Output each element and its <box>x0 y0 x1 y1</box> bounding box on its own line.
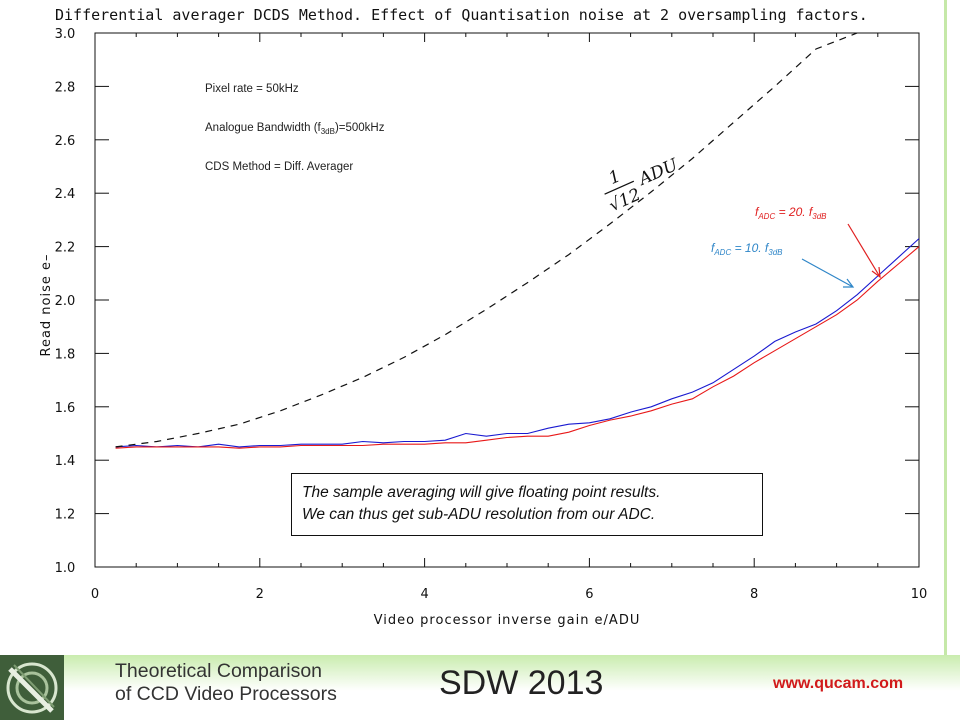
note-line-1: The sample averaging will give floating … <box>302 484 661 501</box>
x-tick-label: 4 <box>420 587 428 602</box>
formula-numerator: 1 <box>606 166 624 189</box>
axis-ticks <box>94 32 920 568</box>
x-tick-label: 0 <box>91 587 99 602</box>
label-adc-20: fADC = 20. f3dB <box>755 205 827 221</box>
y-tick-label: 2.2 <box>55 241 76 256</box>
formula-unit: ADU <box>634 155 681 191</box>
series-line-2 <box>115 32 858 448</box>
footer-title-line-1: Theoretical Comparison <box>115 660 323 682</box>
fraction-bar <box>604 180 635 195</box>
y-tick-label: 2.4 <box>55 187 76 202</box>
footer-bar: Theoretical Comparison of CCD Video Proc… <box>0 655 960 720</box>
read-noise-chart: Differential averager DCDS Method. Effec… <box>39 6 928 628</box>
footer-title: Theoretical Comparison of CCD Video Proc… <box>115 660 337 706</box>
series-lines <box>115 32 920 449</box>
x-tick-label: 6 <box>585 587 593 602</box>
y-tick-label: 1.4 <box>55 454 76 469</box>
y-tick-label: 1.2 <box>55 508 76 523</box>
y-tick-label: 3.0 <box>55 27 76 42</box>
bandwidth-annotation: Analogue Bandwidth (f3dB)=500kHz <box>205 122 385 136</box>
x-tick-label: 10 <box>911 587 928 602</box>
y-tick-label: 2.6 <box>55 134 76 149</box>
axis-tick-labels: 0 2 4 6 8 10 1.0 1.2 1.4 1.6 1.8 2.0 2.2 2.4 2.6 2.8 3.0 <box>55 27 928 602</box>
arrowhead-adc-20 <box>871 266 881 279</box>
y-tick-label: 2.8 <box>55 80 76 95</box>
note-box: The sample averaging will give floating … <box>291 473 763 536</box>
footer-event: SDW 2013 <box>439 664 604 702</box>
qucam-logo <box>0 655 64 720</box>
x-tick-label: 2 <box>256 587 264 602</box>
logo-icon <box>6 662 58 714</box>
footer-title-line-2: of CCD Video Processors <box>115 683 337 705</box>
chart-title: Differential averager DCDS Method. Effec… <box>55 6 868 24</box>
label-adc-10: fADC = 10. f3dB <box>711 241 783 257</box>
y-axis-label: Read noise e– <box>39 253 54 356</box>
series-line-1 <box>115 246 920 449</box>
y-tick-label: 1.0 <box>55 561 76 576</box>
footer-url[interactable]: www.qucam.com <box>773 675 904 692</box>
y-tick-label: 2.0 <box>55 294 76 309</box>
y-tick-label: 1.6 <box>55 401 76 416</box>
cds-method-annotation: CDS Method = Diff. Averager <box>205 161 353 173</box>
note-line-2: We can thus get sub-ADU resolution from … <box>302 506 656 523</box>
slide-border <box>944 0 947 655</box>
x-axis-label: Video processor inverse gain e/ADU <box>374 613 641 628</box>
pixel-rate-annotation: Pixel rate = 50kHz <box>205 83 299 95</box>
y-tick-label: 1.8 <box>55 347 76 362</box>
series-line-0 <box>115 238 920 448</box>
arrow-adc-20 <box>847 223 881 278</box>
formula-denominator: √12 <box>606 185 644 216</box>
arrow-adc-10 <box>801 258 854 288</box>
x-tick-label: 8 <box>750 587 758 602</box>
quantisation-formula: 1 √12 ADU <box>604 155 682 216</box>
arrowhead-adc-10 <box>843 278 855 288</box>
